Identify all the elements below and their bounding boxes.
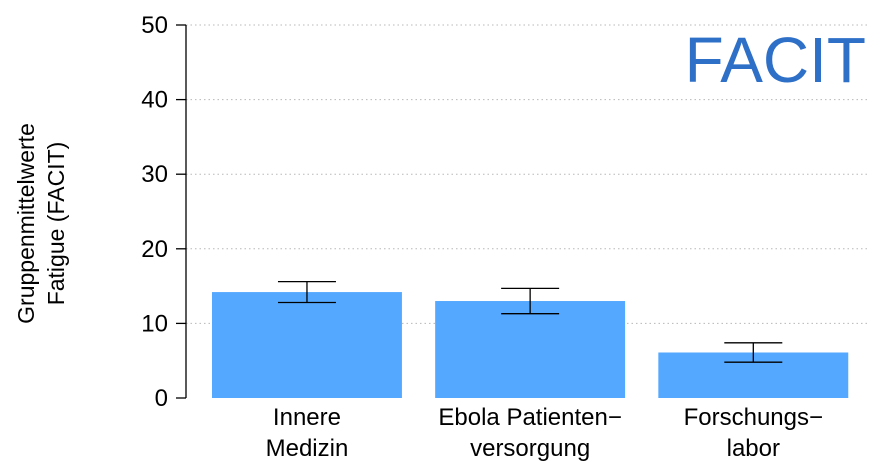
chart-title: FACIT [685, 24, 866, 96]
y-tick-label: 0 [155, 385, 168, 412]
bar [435, 301, 626, 398]
y-axis-title: Gruppenmittelwerte [13, 123, 39, 324]
x-category-label: versorgung [470, 435, 590, 462]
y-tick-label: 30 [141, 161, 168, 188]
y-axis-title: Fatigue (FACIT) [43, 142, 69, 306]
y-tick-label: 50 [141, 12, 168, 39]
labels: 0 10 20 30 40 50 Innere Medizin Ebola Patienten−… [13, 12, 823, 462]
x-category-label: Innere [273, 404, 341, 431]
y-tick-label: 10 [141, 310, 168, 337]
y-tick-label: 40 [141, 87, 168, 114]
axes [176, 24, 187, 399]
y-tick-label: 20 [141, 236, 168, 263]
x-category-label: Forschungs− [684, 404, 823, 431]
error-bars [277, 280, 783, 363]
x-category-label: Medizin [266, 435, 349, 462]
x-category-label: Ebola Patienten− [438, 404, 621, 431]
bars [212, 292, 849, 398]
x-category-label: labor [727, 435, 780, 462]
bar [212, 292, 402, 398]
